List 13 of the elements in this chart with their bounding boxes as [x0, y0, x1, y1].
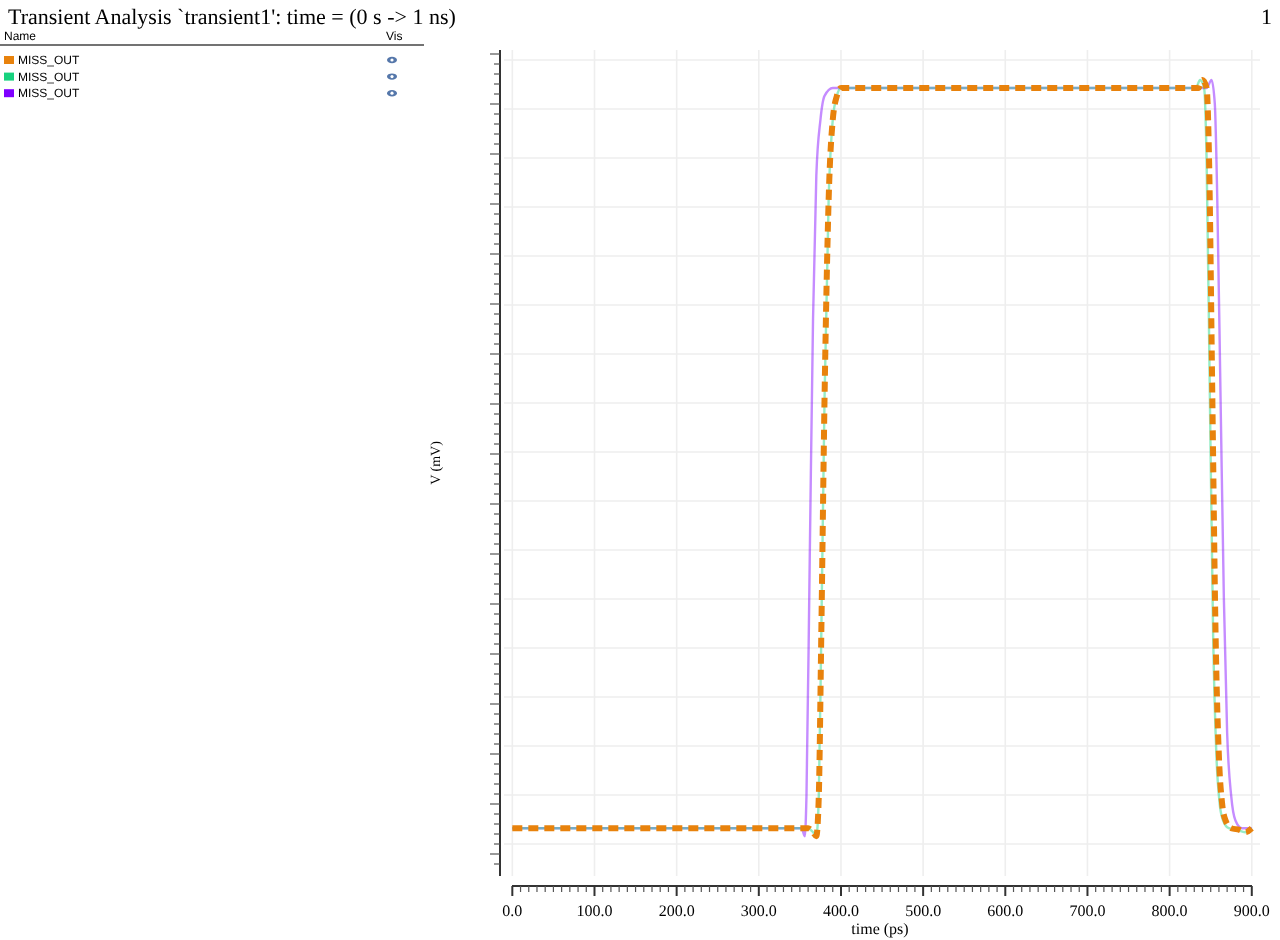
x-tick-label: 800.0	[1151, 902, 1188, 920]
x-tick-label: 400.0	[822, 902, 859, 920]
x-tick-label: 200.0	[658, 902, 695, 920]
x-tick-label: 500.0	[905, 902, 942, 920]
text: 1	[1261, 6, 1272, 30]
x-tick-label: 0.0	[502, 902, 523, 920]
x-axis-title: time (ps)	[851, 920, 910, 938]
x-tick-label: 900.0	[1233, 902, 1270, 920]
x-tick-label: 300.0	[740, 902, 777, 920]
text: Transient Analysis `transient1': time = (0 s -> 1 ns)	[8, 6, 457, 30]
x-tick-label: 700.0	[1069, 902, 1106, 920]
x-tick-label: 100.0	[576, 902, 613, 920]
x-tick-label: 600.0	[987, 902, 1024, 920]
